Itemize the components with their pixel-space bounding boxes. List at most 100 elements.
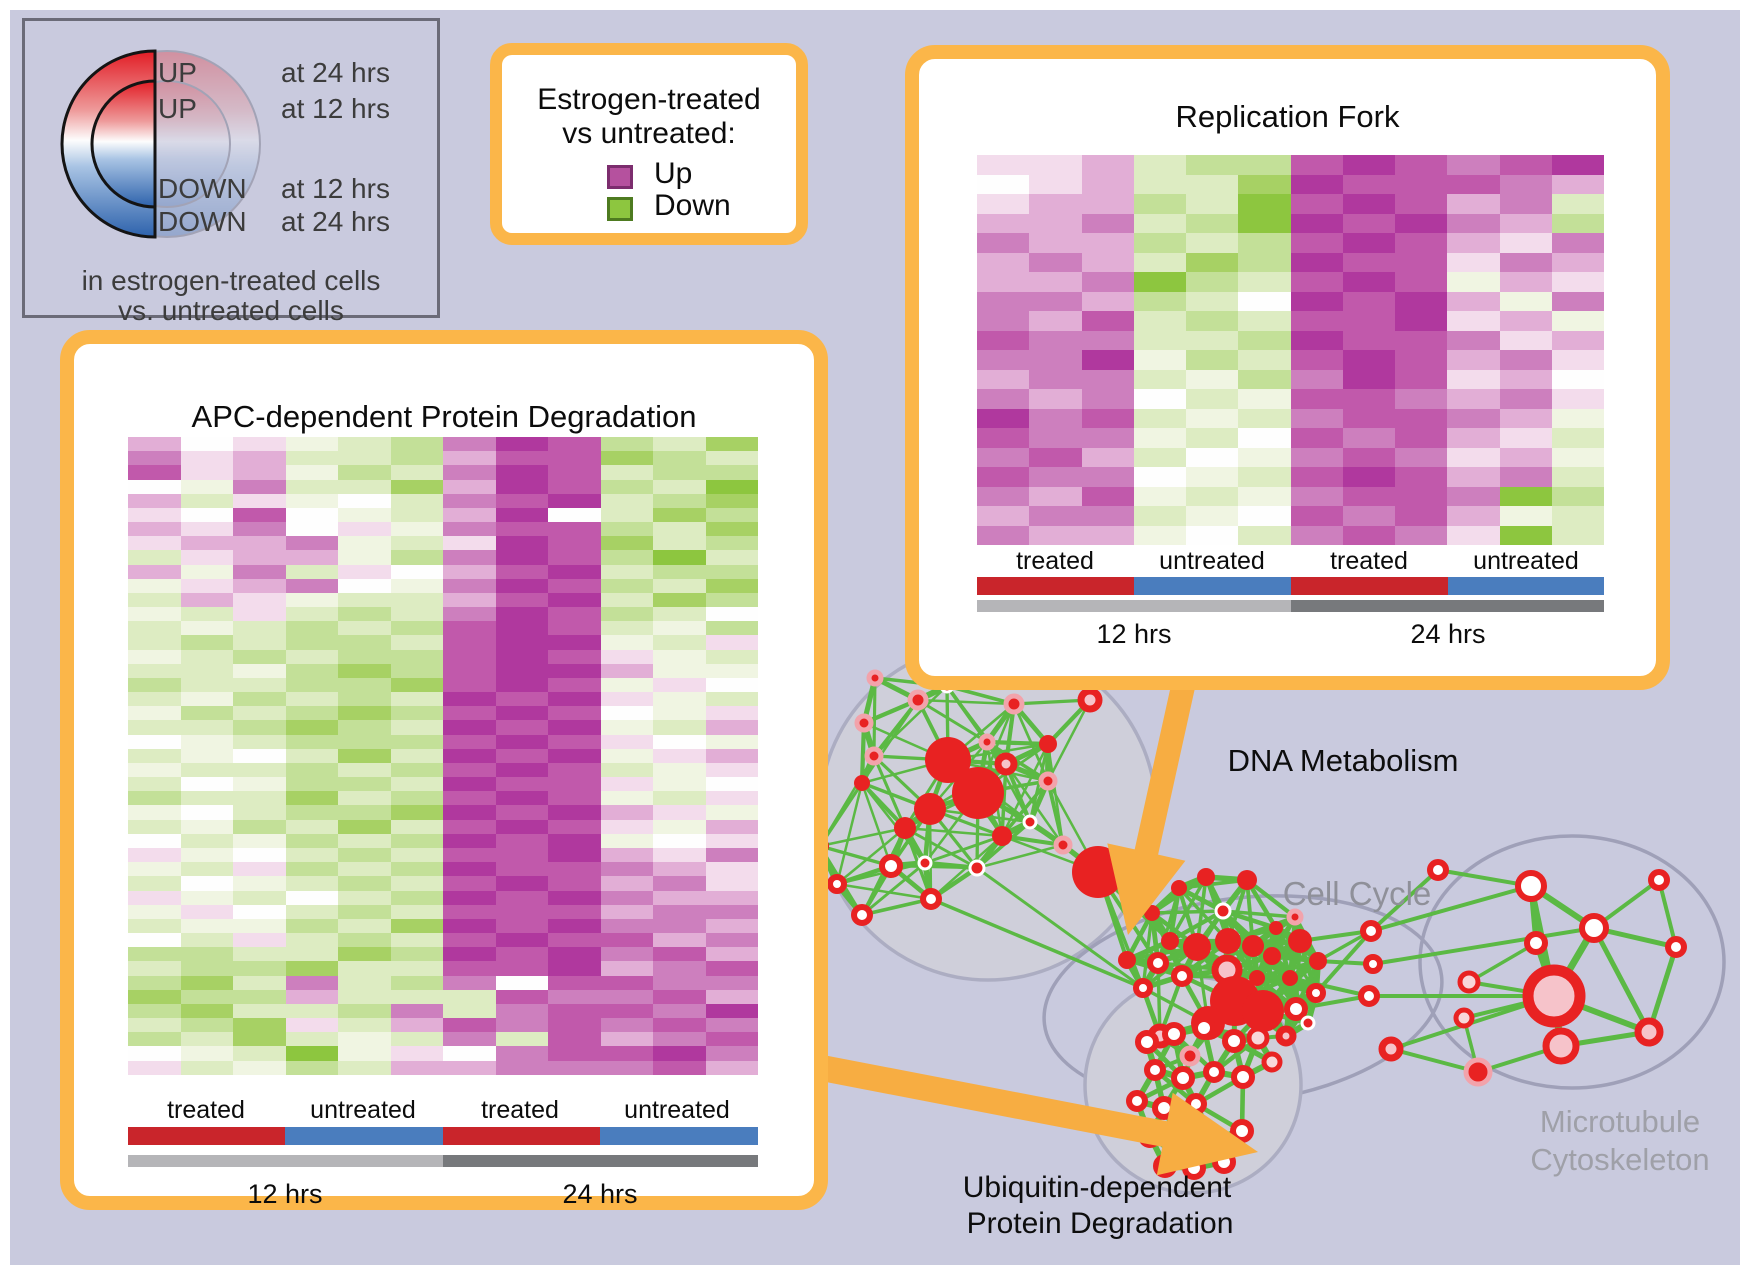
network-edge xyxy=(904,826,1003,838)
heatmap-row xyxy=(128,890,758,905)
apc-panel-title: APC-dependent Protein Degradation xyxy=(191,399,697,434)
updown-legend-title-line2: vs untreated: xyxy=(562,117,736,150)
gene-node xyxy=(1171,880,1187,896)
network-edge xyxy=(860,782,893,867)
rf-treated-bar-24 xyxy=(1291,577,1448,595)
gene-node xyxy=(866,669,884,687)
heatmap-row xyxy=(128,862,758,877)
network-edge xyxy=(819,844,892,868)
heatmap-row xyxy=(128,1003,758,1019)
heatmap-row xyxy=(128,550,758,565)
gene-node xyxy=(1269,921,1283,935)
heatmap-row xyxy=(128,791,758,806)
gene-node xyxy=(1038,771,1058,791)
network-edge xyxy=(1646,946,1679,1033)
gene-node xyxy=(1179,1045,1201,1067)
gene-node xyxy=(925,737,971,783)
network-edge xyxy=(924,834,1003,865)
gene-node xyxy=(1378,1036,1404,1062)
microtubule-label-line1: Microtubule xyxy=(1539,1104,1701,1139)
gene-node xyxy=(1171,965,1193,987)
gene-node xyxy=(1197,868,1215,886)
gene-node xyxy=(1427,859,1449,881)
rf-untreated-bar-12 xyxy=(1134,577,1291,595)
network-edge xyxy=(1000,763,1008,837)
heatmap-row xyxy=(128,833,758,848)
heatmap-row xyxy=(977,252,1604,272)
gene-node xyxy=(1222,1029,1246,1053)
heatmap-row xyxy=(128,777,758,792)
gene-node xyxy=(1522,964,1586,1028)
network-edge xyxy=(1004,763,1065,846)
network-edge xyxy=(1591,926,1652,1034)
heatmap-row xyxy=(977,447,1604,467)
gene-node xyxy=(1246,1026,1270,1050)
heatmap-row xyxy=(128,1060,758,1075)
gene-node xyxy=(1515,870,1547,902)
rf-group-untreated-24: untreated xyxy=(1473,547,1579,575)
gene-node xyxy=(1457,970,1481,994)
heatmap-row xyxy=(128,720,758,735)
network-edge xyxy=(1046,780,1065,846)
heatmap-row xyxy=(128,649,758,664)
heatmap-row xyxy=(977,369,1604,389)
network-edge xyxy=(1372,926,1595,966)
gene-node xyxy=(1183,933,1211,961)
heatmap-row xyxy=(977,506,1604,526)
apc-24hrs-bar xyxy=(443,1155,758,1167)
network-edge xyxy=(1168,876,1208,942)
gene-node xyxy=(1237,870,1257,890)
ring-word-down12: DOWN xyxy=(158,173,247,204)
heatmap-row xyxy=(128,493,758,508)
solid-half-rings xyxy=(60,49,157,239)
heatmap-row xyxy=(128,975,758,990)
network-edge xyxy=(835,782,864,885)
dna-metabolism-label: DNA Metabolism xyxy=(1227,743,1459,778)
updown-legend-title-line1: Estrogen-treated xyxy=(537,83,761,116)
heatmap-row xyxy=(128,635,758,650)
heatmap-row xyxy=(128,961,758,976)
apc-12hrs-bar xyxy=(128,1155,443,1167)
gene-node xyxy=(1171,1066,1195,1090)
rf-24hrs-bar xyxy=(1291,600,1604,612)
heatmap-row xyxy=(128,522,758,537)
ring-legend-box: UP at 24 hrs UP at 12 hrs DOWN at 12 hrs… xyxy=(22,18,440,326)
heatmap-row xyxy=(977,330,1604,350)
heatmap-row xyxy=(128,748,758,763)
heatmap-row xyxy=(977,213,1604,233)
gene-node xyxy=(1203,1061,1225,1083)
heatmap-row xyxy=(977,194,1604,214)
gene-node xyxy=(907,689,929,711)
heatmap-row xyxy=(977,428,1604,448)
network-edge xyxy=(917,698,1015,706)
gene-node xyxy=(1261,1051,1283,1073)
network-edge xyxy=(924,860,978,871)
rf-heatmap xyxy=(977,155,1604,545)
gene-node xyxy=(920,888,942,910)
rf-group-treated-12: treated xyxy=(1016,547,1094,575)
down-swatch xyxy=(607,197,633,221)
apc-24hrs-label: 24 hrs xyxy=(562,1179,638,1209)
heatmap-row xyxy=(128,621,758,636)
heatmap-row xyxy=(128,437,758,452)
heatmap-row xyxy=(128,507,758,523)
network-edge xyxy=(1390,1047,1479,1074)
gene-node xyxy=(879,854,903,878)
heatmap-row xyxy=(977,408,1604,428)
heatmap-row xyxy=(128,1018,758,1033)
apc-heatmap xyxy=(128,437,758,1075)
arrow-repfork-to-dna xyxy=(1107,652,1202,935)
gene-node xyxy=(1242,935,1264,957)
gene-node xyxy=(827,874,847,894)
heatmap-row xyxy=(128,947,758,962)
heatmap-row xyxy=(128,578,758,593)
apc-group-treated-24: treated xyxy=(481,1096,559,1124)
ubiquitin-label-line2: Protein Degradation xyxy=(966,1207,1234,1240)
ring-legend-glyph xyxy=(60,49,261,239)
heatmap-row xyxy=(128,1032,758,1047)
network-edge xyxy=(1295,994,1370,1011)
gene-node xyxy=(1288,929,1312,953)
up-label: Up xyxy=(654,157,693,190)
heatmap-row xyxy=(128,451,758,466)
gene-node xyxy=(1135,1030,1159,1054)
